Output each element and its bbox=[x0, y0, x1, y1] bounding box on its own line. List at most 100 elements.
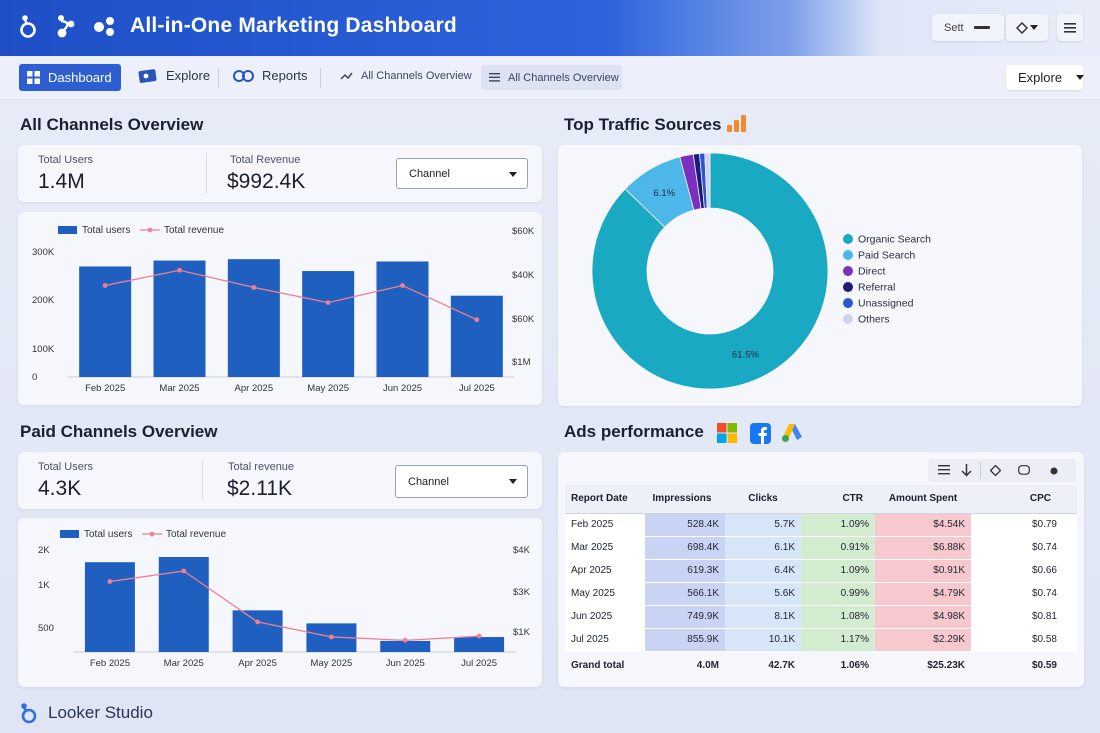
paid-channels-combo-chart: Total users Total revenue 500 1K 2K $1K $3K $4K… bbox=[38, 529, 531, 669]
x-axis-tick: Mar 2025 bbox=[164, 658, 204, 669]
nav-reports-label: Reports bbox=[262, 68, 308, 83]
total-cell-report-date: Grand total bbox=[565, 651, 645, 679]
diamond-icon bbox=[1016, 21, 1028, 34]
cell-clicks: 5.7K bbox=[725, 513, 801, 537]
cell-amount-spent: $0.91K bbox=[875, 559, 971, 583]
bar-total-users bbox=[376, 261, 429, 377]
cell-amount-spent: $6.88K bbox=[875, 536, 971, 560]
footer-brand-label: Looker Studio bbox=[48, 703, 153, 722]
legend-swatch-users bbox=[58, 226, 77, 234]
bar-total-users bbox=[450, 295, 503, 377]
channel-select[interactable]: Channel bbox=[396, 158, 528, 189]
minus-icon bbox=[973, 26, 990, 29]
dot-icon[interactable] bbox=[1050, 467, 1058, 475]
legend-swatch bbox=[843, 282, 853, 292]
kpi-users-value: 4.3K bbox=[38, 477, 82, 500]
total-cell-amount-spent: $25.23K bbox=[875, 651, 971, 679]
total-cell-clicks: 42.7K bbox=[725, 651, 801, 679]
comment-icon[interactable] bbox=[1018, 465, 1030, 476]
legend-label-revenue: Total revenue bbox=[166, 529, 226, 540]
table-row[interactable]: Jul 2025 855.9K 10.1K 1.17% $2.29K $0.58 bbox=[565, 628, 1077, 652]
all-channels-kpi-card: Total Users 1.4M Total Revenue $992.4K C… bbox=[18, 145, 542, 202]
y-axis-right-tick: $60K bbox=[512, 226, 535, 237]
y-axis-left-tick: 1K bbox=[38, 580, 50, 591]
kpi-revenue-label: Total revenue bbox=[228, 461, 295, 473]
table-row[interactable]: Jun 2025 749.9K 8.1K 1.08% $4.98K $0.81 bbox=[565, 605, 1077, 629]
microsoft-icon bbox=[717, 423, 737, 443]
kpi-users-label: Total Users bbox=[38, 461, 94, 473]
table-row[interactable]: Mar 2025 698.4K 6.1K 0.91% $6.88K $0.74 bbox=[565, 536, 1077, 560]
channel-select[interactable]: Channel bbox=[395, 465, 528, 498]
header-menu-button[interactable] bbox=[1057, 14, 1083, 41]
y-axis-right-tick: $1K bbox=[513, 627, 531, 638]
cell-ctr: 0.99% bbox=[801, 582, 875, 606]
table-row[interactable]: Feb 2025 528.4K 5.7K 1.09% $4.54K $0.79 bbox=[565, 513, 1077, 537]
col-header-impressions[interactable]: Impressions bbox=[645, 485, 725, 514]
point-total-revenue bbox=[400, 283, 405, 288]
nav-dashboard-button[interactable]: Dashboard bbox=[19, 64, 121, 91]
arrow-down-icon[interactable] bbox=[961, 464, 972, 477]
y-axis-left-tick: 500 bbox=[38, 623, 54, 634]
x-axis-tick: Jul 2025 bbox=[461, 658, 497, 669]
point-total-revenue bbox=[107, 579, 113, 584]
point-total-revenue bbox=[177, 267, 182, 273]
header-settings-control[interactable]: Sett bbox=[932, 14, 1004, 41]
x-axis-tick: Jun 2025 bbox=[386, 658, 425, 669]
nav-divider bbox=[218, 68, 219, 88]
app-title: All-in-One Marketing Dashboard bbox=[130, 14, 457, 37]
table-row[interactable]: May 2025 566.1K 5.6K 0.99% $4.79K $0.74 bbox=[565, 582, 1077, 606]
cell-amount-spent: $4.54K bbox=[875, 513, 971, 537]
nav-explore[interactable]: Explore bbox=[138, 68, 210, 83]
col-header-amount-spent[interactable]: Amount Spent bbox=[875, 485, 971, 514]
cell-clicks: 5.6K bbox=[725, 582, 801, 606]
cell-ctr: 1.09% bbox=[801, 559, 875, 583]
footer-brand: Looker Studio bbox=[16, 701, 153, 725]
nav-bar: Dashboard Explore Reports All Channels O… bbox=[0, 56, 1100, 100]
cell-ctr: 1.17% bbox=[801, 628, 875, 652]
legend-marker-revenue bbox=[149, 531, 155, 537]
chevron-down-icon bbox=[1076, 75, 1085, 80]
channel-select-value: Channel bbox=[409, 167, 450, 180]
explore-dropdown-button[interactable]: Explore bbox=[1006, 65, 1085, 90]
diamond-icon[interactable] bbox=[990, 465, 1001, 476]
legend-label: Unassigned bbox=[858, 298, 914, 310]
all-channels-combo-chart: Total users Total revenue 0 100K 200K 300K $1M… bbox=[32, 225, 535, 394]
looker-studio-logo-icon bbox=[21, 703, 37, 724]
paid-channels-title: Paid Channels Overview bbox=[20, 422, 218, 441]
rows-icon[interactable] bbox=[938, 465, 950, 475]
header-settings-label: Sett bbox=[944, 21, 964, 34]
y-axis-left-tick: 2K bbox=[38, 545, 50, 556]
header-shape-dropdown[interactable] bbox=[1006, 14, 1048, 41]
list-icon bbox=[1064, 22, 1076, 33]
col-header-clicks[interactable]: Clicks bbox=[725, 485, 801, 514]
legend-swatch bbox=[843, 298, 853, 308]
nav-divider bbox=[320, 68, 321, 88]
col-header-report-date[interactable]: Report Date bbox=[565, 485, 645, 514]
nav-breadcrumb-chip[interactable]: All Channels Overview bbox=[481, 65, 622, 90]
facebook-icon bbox=[750, 423, 771, 444]
cell-ctr: 1.09% bbox=[801, 513, 875, 537]
nav-breadcrumb-trend[interactable]: All Channels Overview bbox=[340, 70, 472, 82]
point-total-revenue bbox=[325, 300, 331, 305]
all-channels-title: All Channels Overview bbox=[20, 115, 204, 134]
cell-impressions: 855.9K bbox=[645, 628, 725, 652]
cell-clicks: 10.1K bbox=[725, 628, 801, 652]
point-total-revenue bbox=[255, 619, 260, 625]
kpi-revenue-label: Total Revenue bbox=[230, 154, 301, 166]
cell-report-date: May 2025 bbox=[565, 582, 645, 606]
y-axis-right-tick: $4K bbox=[513, 545, 531, 556]
cell-clicks: 6.4K bbox=[725, 559, 801, 583]
analytics-logo-icon bbox=[57, 15, 75, 38]
cell-cpc: $0.74 bbox=[971, 582, 1077, 606]
bar-total-users bbox=[153, 260, 206, 377]
data-logo-icon bbox=[94, 17, 114, 36]
table-row[interactable]: Apr 2025 619.3K 6.4K 1.09% $0.91K $0.66 bbox=[565, 559, 1077, 583]
cell-ctr: 0.91% bbox=[801, 536, 875, 560]
nav-reports[interactable]: Reports bbox=[232, 68, 308, 83]
col-header-ctr[interactable]: CTR bbox=[801, 485, 875, 514]
col-header-cpc[interactable]: CPC bbox=[971, 485, 1077, 514]
y-axis-right-tick: $40K bbox=[512, 270, 535, 281]
bar-chart-icon bbox=[727, 115, 746, 132]
legend-label-revenue: Total revenue bbox=[164, 225, 224, 236]
bar-total-users bbox=[79, 266, 132, 377]
